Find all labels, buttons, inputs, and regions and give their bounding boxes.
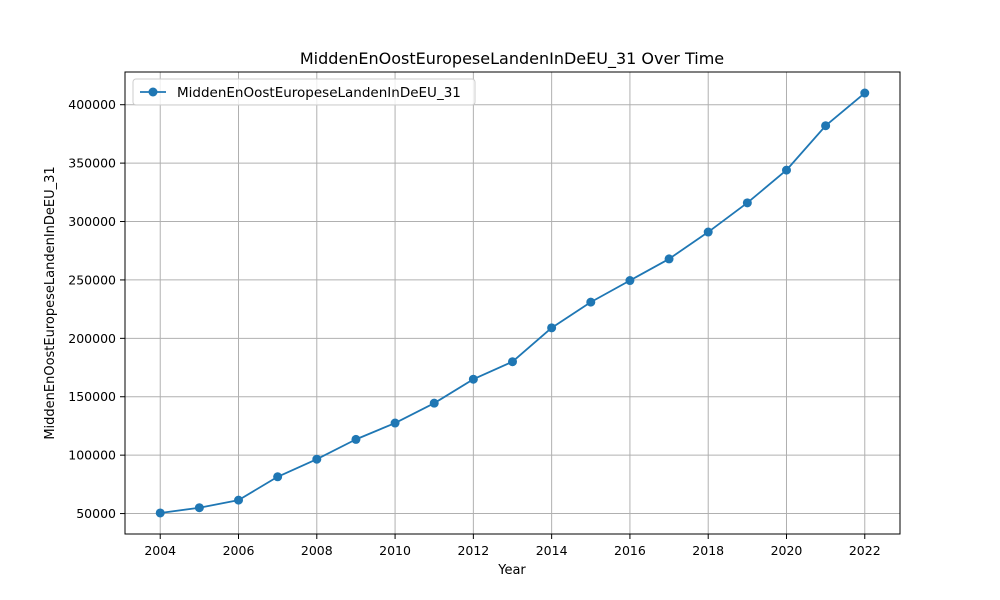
x-tick-label: 2022	[849, 543, 881, 558]
data-point	[664, 254, 674, 264]
data-point	[508, 357, 517, 367]
legend-point-marker	[148, 87, 158, 97]
data-point	[234, 495, 244, 505]
x-tick-label: 2016	[614, 543, 646, 558]
data-point	[312, 454, 322, 464]
data-point	[429, 398, 439, 408]
data-point	[860, 88, 870, 98]
y-tick-label: 400000	[68, 97, 116, 112]
data-point	[468, 374, 478, 384]
data-point	[703, 227, 713, 237]
y-tick-label: 300000	[68, 214, 116, 229]
legend-box	[132, 78, 476, 106]
x-tick-label: 2004	[144, 543, 176, 558]
data-point	[781, 165, 791, 175]
y-tick-label: 100000	[68, 448, 116, 463]
data-point	[821, 121, 831, 131]
x-tick-label: 2014	[536, 543, 568, 558]
data-point	[155, 508, 165, 518]
x-tick-label: 2020	[771, 543, 803, 558]
y-tick-label: 200000	[68, 331, 116, 346]
y-axis-label: MiddenEnOostEuropeseLandenInDeEU_31	[43, 166, 58, 439]
data-point	[742, 198, 752, 208]
data-point	[586, 297, 596, 307]
y-tick-label: 250000	[68, 272, 116, 287]
legend: MiddenEnOostEuropeseLandenInDeEU_31	[132, 78, 476, 106]
data-point	[390, 418, 400, 428]
y-tick-label: 350000	[68, 156, 116, 171]
y-tick-label: 150000	[68, 389, 116, 404]
grid-layer	[125, 72, 900, 534]
data-point	[194, 503, 204, 513]
legend-label: MiddenEnOostEuropeseLandenInDeEU_31	[177, 85, 461, 101]
x-tick-label: 2010	[379, 543, 411, 558]
x-tick-label: 2008	[301, 543, 333, 558]
data-point	[351, 434, 361, 444]
x-axis-label: Year	[497, 563, 526, 578]
ticks-layer: 2004 2006 2008 2010 2012 2014 2016 2018 2020 2022…	[68, 97, 880, 558]
y-tick-label: 50000	[76, 506, 116, 521]
chart-title: MiddenEnOostEuropeseLandenInDeEU_31 Over…	[300, 49, 724, 69]
data-point	[273, 472, 283, 482]
x-tick-label: 2006	[223, 543, 255, 558]
series-layer	[155, 88, 870, 518]
plot-frame	[124, 71, 901, 535]
data-point	[625, 276, 635, 286]
x-tick-label: 2012	[457, 543, 489, 558]
data-point	[547, 323, 557, 333]
x-tick-label: 2018	[692, 543, 724, 558]
